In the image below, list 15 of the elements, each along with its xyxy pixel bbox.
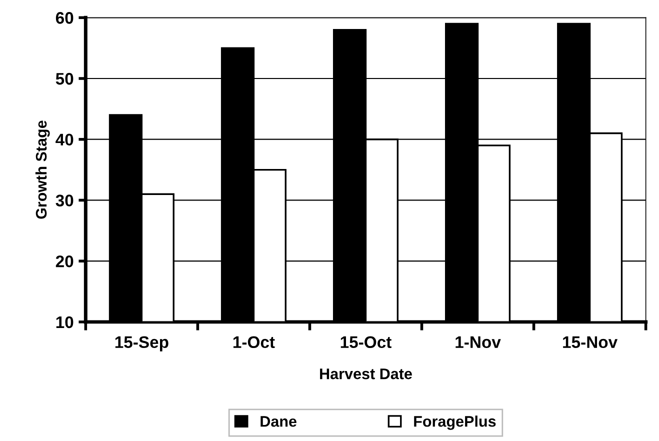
y-tick-label: 60: [56, 12, 74, 24]
x-tick-label: 1-Nov: [456, 336, 501, 348]
legend-label: Dane: [260, 416, 296, 427]
y-tick-label: 50: [56, 72, 74, 85]
y-tick-label: 30: [56, 194, 74, 206]
x-axis-title: Harvest Date: [320, 368, 412, 380]
y-axis-title: Growth Stage: [35, 120, 50, 219]
x-tick-label: 15-Nov: [563, 336, 618, 348]
legend-label: ForagePlus: [414, 416, 496, 430]
x-tick-label: 1-Oct: [233, 336, 275, 348]
y-tick-label: 40: [56, 134, 74, 146]
x-tick-label: 15-Oct: [340, 336, 392, 348]
y-tick-label: 10: [56, 316, 74, 328]
x-tick-label: 15-Sep: [115, 336, 168, 352]
y-tick-label: 20: [56, 255, 74, 268]
